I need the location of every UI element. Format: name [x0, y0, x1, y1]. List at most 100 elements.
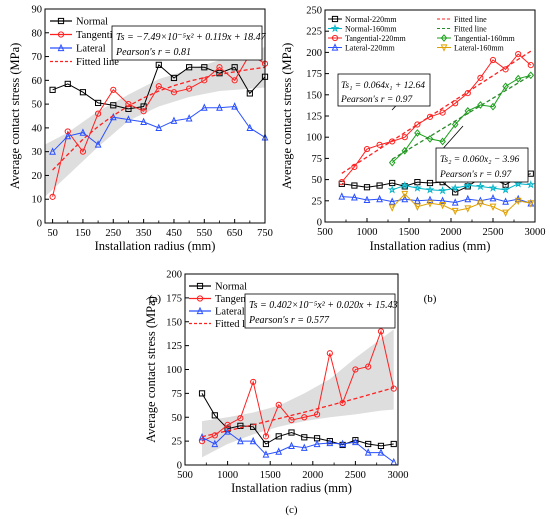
fit-equation: Ts₂ = 0.060x₂ − 3.96 [440, 155, 520, 165]
data-point [451, 198, 459, 206]
series-tangential-220mm [338, 50, 534, 186]
fit-annotation-1: Ts₁ = 0.064x₁ + 12.64 Pearson's r = 0.97 [337, 73, 431, 111]
data-point [231, 64, 238, 71]
panel-label: (b) [424, 293, 437, 305]
y-axis-label: Average contact stress (MPa) [280, 43, 294, 190]
data-point [502, 197, 509, 205]
data-point [426, 200, 434, 208]
data-point [237, 415, 244, 422]
data-point [388, 158, 396, 167]
data-point [352, 437, 359, 444]
y-tick-label: 25 [312, 196, 323, 207]
x-tick-label: 500 [317, 227, 333, 238]
x-tick-label: 1000 [217, 470, 238, 481]
y-tick-label: 0 [317, 218, 322, 229]
data-point [464, 90, 471, 97]
data-point [352, 366, 359, 373]
fit-pearson: Pearson's r = 0.97 [439, 170, 513, 180]
data-point [186, 64, 193, 71]
data-point [388, 197, 396, 205]
x-tick-label: 3000 [388, 470, 409, 481]
data-point [155, 83, 162, 90]
data-point [338, 180, 345, 187]
y-axis-label: Average contact stress (MPa) [8, 43, 22, 190]
data-point [351, 193, 358, 201]
series-normal-160mm [387, 179, 536, 195]
data-point [376, 182, 383, 189]
legend-label: Tangential-160mm [454, 34, 516, 43]
x-tick-label: 750 [257, 228, 273, 239]
y-tick-label: 0 [177, 461, 182, 472]
legend-label: Normal-220mm [345, 15, 397, 24]
chart-panel-2: 500 1000 1500 2000 2500 3000 0 25 50 75 100 125 150 1… [280, 6, 546, 306]
confidence-band [202, 329, 394, 458]
series-lateral [198, 427, 398, 466]
data-point [388, 204, 396, 212]
fit-annotation: Ts = −7.49×10⁻⁵x² + 0.119x + 18.47 Pearso… [111, 25, 267, 61]
data-point [110, 102, 117, 109]
y-axis-label: Average contact stress (MPa) [144, 296, 158, 443]
legend-label: Lateral [76, 44, 106, 55]
data-point [249, 436, 257, 445]
legend-swatch-marker [440, 34, 448, 42]
y-tick-label: 25 [172, 437, 183, 448]
data-point [414, 203, 421, 212]
data-point [452, 100, 459, 107]
data-point [376, 194, 383, 203]
x-tick-label: 1000 [357, 227, 378, 238]
data-point [513, 179, 523, 188]
series-lateral-160mm [388, 190, 535, 217]
data-point [155, 61, 162, 68]
data-point [64, 80, 71, 88]
data-point [300, 443, 308, 451]
x-tick-label: 50 [47, 228, 58, 239]
series-fitted-line [201, 387, 394, 438]
panel-label: (c) [285, 504, 298, 516]
legend-label: Tangential-220mm [345, 34, 407, 43]
data-point [170, 89, 178, 96]
series-fitted-line [391, 74, 532, 160]
legend-label: Tangential [76, 30, 120, 41]
data-point [352, 437, 359, 446]
legend-swatch-marker [330, 23, 340, 33]
data-point [186, 85, 193, 92]
x-axis-label: Installation radius (mm) [370, 239, 491, 253]
data-point [231, 77, 238, 84]
legend-label: Lateral-160mm [454, 44, 505, 53]
data-point [262, 440, 270, 448]
x-tick-label: 2000 [302, 470, 323, 481]
legend-swatch-marker [196, 295, 204, 302]
legend-label: Normal [76, 17, 108, 28]
data-point [477, 101, 484, 109]
y-tick-label: 40 [32, 123, 43, 134]
plot-frame [44, 8, 266, 224]
data-point [185, 114, 193, 122]
data-point [198, 390, 206, 397]
x-tick-label: 1500 [399, 227, 420, 238]
y-tick-label: 20 [32, 171, 43, 182]
data-point [288, 429, 295, 436]
y-tick-label: 100 [306, 133, 322, 144]
data-point [262, 433, 270, 440]
y-tick-label: 200 [306, 48, 322, 59]
data-point [49, 86, 56, 93]
y-tick-label: 125 [306, 112, 322, 123]
annotation-box [244, 293, 396, 329]
data-point [389, 138, 396, 145]
series-line [201, 329, 395, 442]
data-point [501, 185, 510, 194]
data-point [211, 432, 218, 439]
fit-pearson: Pearson's r = 0.81 [115, 47, 191, 58]
legend-swatch-marker [196, 306, 204, 315]
legend-label: Tangential [215, 294, 259, 305]
panel-label: (a) [149, 293, 162, 305]
data-point [231, 102, 239, 110]
data-point [438, 186, 447, 195]
x-axis-label: Installation radius (mm) [95, 239, 216, 253]
confidence-band [45, 47, 265, 197]
data-point [216, 70, 223, 77]
data-point [526, 180, 536, 189]
data-point [339, 441, 346, 449]
series-fitted-line [341, 50, 532, 174]
legend-swatch-marker [440, 44, 448, 52]
